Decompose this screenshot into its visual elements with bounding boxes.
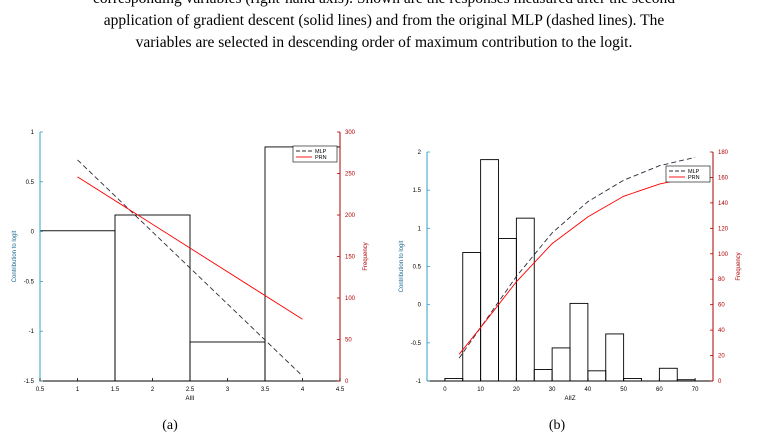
series-line-mlp <box>77 159 303 377</box>
y-tick-label: -1.5 <box>24 379 35 385</box>
y-tick-label: 1.5 <box>413 188 422 194</box>
chart-panel-a: 0.5 1 1.5 2 2.5 3 3.5 4 4.5 -1.5 -1 -0.5 0 0.5 1 0 50 100… <box>12 130 369 402</box>
figure-caption: corresponding variables (right-hand axis… <box>0 0 768 54</box>
x-tick-label: 50 <box>620 387 627 393</box>
y2-tick-label: 120 <box>718 226 729 232</box>
y-tick-label: 0 <box>31 230 35 236</box>
y-tick-label: -1 <box>29 329 35 335</box>
histogram-bar <box>189 341 266 382</box>
x-tick-label: 0 <box>443 387 447 393</box>
histogram-bar <box>264 146 341 382</box>
y2-axis-label: Frequency <box>363 242 369 270</box>
histogram-bar <box>533 369 553 382</box>
y2-tick-label: 180 <box>718 150 729 156</box>
y2-tick-label: 50 <box>345 338 352 344</box>
histogram-bar <box>498 238 517 382</box>
x-axis-label: AIIZ <box>564 396 575 402</box>
legend-box <box>292 145 338 163</box>
x-axis-label: AIII <box>185 396 194 402</box>
histogram-bar <box>551 347 571 382</box>
histogram-bar <box>587 370 607 382</box>
y2-axis-label: Frequency <box>736 252 742 280</box>
y2-tick-label: 100 <box>345 296 356 302</box>
histogram-bar <box>658 367 678 382</box>
y2-tick-label: 100 <box>718 252 729 258</box>
x-tick-label: 10 <box>477 387 484 393</box>
caption-line-3: variables are selected in descending ord… <box>135 34 633 51</box>
y2-tick-label: 300 <box>345 130 356 136</box>
x-tick-label: 3 <box>226 387 230 393</box>
x-tick-label: 0.5 <box>36 387 45 393</box>
y2-tick-label: 140 <box>718 201 729 207</box>
histogram-bar <box>605 333 625 382</box>
y-axis-label: Contribution to logit <box>399 240 405 292</box>
x-tick-label: 2 <box>151 387 155 393</box>
legend-label-prn: PRN <box>315 155 327 161</box>
y-tick-label: 0.5 <box>26 180 35 186</box>
y-tick-label: 2 <box>418 150 422 156</box>
legend-label-mlp: MLP <box>688 169 700 175</box>
caption-line-2: application of gradient descent (solid l… <box>103 12 665 29</box>
y2-tick-label: 20 <box>718 354 725 360</box>
histogram-bar <box>569 302 589 382</box>
y2-tick-label: 40 <box>718 328 725 334</box>
y2-tick-label: 60 <box>718 303 725 309</box>
x-tick-label: 4.5 <box>336 387 345 393</box>
y2-tick-label: 160 <box>718 175 729 181</box>
y-tick-label: 1 <box>31 130 35 136</box>
y-tick-label: 0.5 <box>413 265 422 271</box>
chart-panel-b: 0 10 20 30 40 50 60 70-1-0.500.511.520204060801… <box>399 150 742 402</box>
y-tick-label: 0 <box>418 303 422 309</box>
histogram-bar <box>515 217 535 382</box>
x-tick-label: 1.5 <box>111 387 120 393</box>
series-line-prn <box>458 175 696 355</box>
x-tick-label: 20 <box>513 387 520 393</box>
histogram-bar <box>39 230 116 382</box>
y2-tick-label: 200 <box>345 213 356 219</box>
y-tick-label: -0.5 <box>411 341 422 347</box>
y2-tick-label: 0 <box>345 379 349 385</box>
caption-line-1: corresponding variables (right-hand axis… <box>0 0 768 10</box>
x-tick-label: 40 <box>585 387 592 393</box>
panel-label-a: (a) <box>162 418 178 433</box>
series-line-prn <box>77 176 303 320</box>
x-tick-label: 2.5 <box>186 387 195 393</box>
series-line-mlp <box>458 156 696 359</box>
legend-label-mlp: MLP <box>315 149 327 155</box>
y2-tick-label: 80 <box>718 277 725 283</box>
legend-box <box>665 165 711 183</box>
legend-label-prn: PRN <box>688 175 700 181</box>
x-tick-label: 3.5 <box>261 387 270 393</box>
histogram-bar <box>462 252 482 382</box>
y2-tick-label: 250 <box>345 172 356 178</box>
y-tick-label: 1 <box>418 226 422 232</box>
y-axis-label: Contribution to logit <box>12 230 18 282</box>
x-tick-label: 4 <box>301 387 305 393</box>
x-tick-label: 30 <box>549 387 556 393</box>
x-tick-label: 1 <box>76 387 80 393</box>
y2-tick-label: 150 <box>345 255 356 261</box>
y-tick-label: -1 <box>416 379 422 385</box>
x-tick-label: 70 <box>692 387 699 393</box>
y-tick-label: -0.5 <box>24 279 35 285</box>
panel-label-b: (b) <box>548 418 566 433</box>
y2-tick-label: 0 <box>718 379 722 385</box>
x-tick-label: 60 <box>656 387 663 393</box>
histogram-bar <box>480 159 499 382</box>
histogram-bar <box>114 214 191 382</box>
